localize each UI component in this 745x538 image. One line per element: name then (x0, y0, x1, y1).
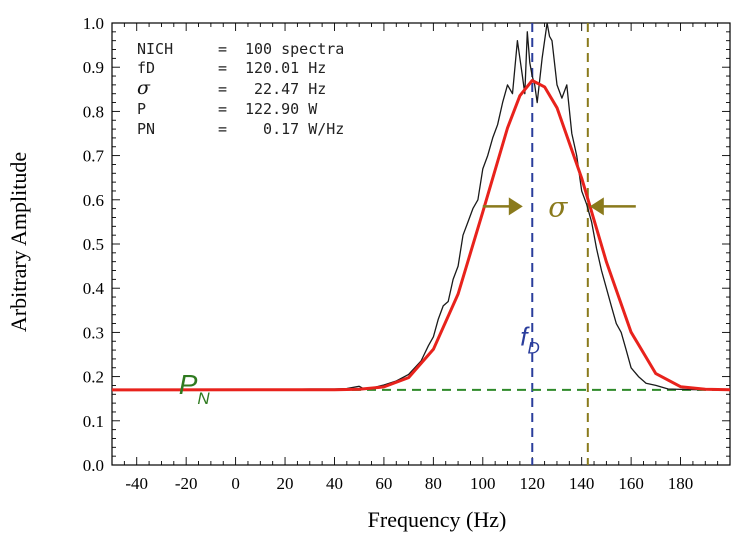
x-axis-title: Frequency (Hz) (368, 507, 507, 532)
x-tick-label: 0 (231, 474, 240, 493)
x-tick-label: 140 (569, 474, 595, 493)
info-separator: = (218, 100, 227, 118)
info-key: P (137, 100, 146, 118)
info-value: 22.47 Hz (245, 80, 326, 98)
info-separator: = (218, 80, 227, 98)
info-value: 120.01 Hz (245, 59, 326, 77)
sigma-label: σ (548, 190, 568, 223)
y-tick-label: 0.8 (83, 102, 104, 121)
info-key: NICH (137, 40, 173, 58)
pn-label: PN (179, 369, 211, 408)
info-separator: = (218, 59, 227, 77)
sigma-arrow-right-head (589, 197, 604, 216)
gaussian-fit-line (111, 79, 731, 392)
y-tick-label: 0.2 (83, 368, 104, 387)
info-value: 122.90 W (245, 100, 318, 118)
x-tick-labels: -40 -20 0 20 40 60 80 100 120 140 160 180 (125, 474, 693, 493)
y-tick-label: 0.1 (83, 412, 104, 431)
sigma-arrow-left-head (508, 197, 523, 216)
info-key: PN (137, 120, 155, 138)
fd-label: fD (520, 322, 540, 358)
reference-lines (112, 23, 730, 465)
y-tick-label: 0.7 (83, 147, 105, 166)
measured-spectrum-line (112, 22, 730, 391)
x-tick-label: 20 (277, 474, 294, 493)
x-tick-label: -20 (175, 474, 198, 493)
x-tick-label: 100 (470, 474, 496, 493)
info-separator: = (218, 120, 227, 138)
y-tick-label: 0.5 (83, 235, 104, 254)
x-tick-label: -40 (125, 474, 148, 493)
y-tick-label: 0.4 (83, 279, 105, 298)
x-tick-label: 80 (425, 474, 442, 493)
y-tick-label: 0.9 (83, 58, 104, 77)
info-box: NICH = 100 spectra fD = 120.01 Hz σ = 22.47 Hz P… (137, 40, 344, 138)
y-tick-label: 1.0 (83, 14, 104, 33)
y-tick-labels: 0.0 0.1 0.2 0.3 0.4 0.5 0.6 0.7 0.8 0.9 1.0 (83, 14, 105, 475)
x-tick-label: 120 (519, 474, 545, 493)
y-tick-label: 0.6 (83, 191, 104, 210)
info-value: 0.17 W/Hz (245, 120, 344, 138)
y-axis-title: Arbitrary Amplitude (6, 152, 31, 332)
info-separator: = (218, 40, 227, 58)
info-key: σ (137, 77, 151, 99)
x-tick-label: 180 (668, 474, 694, 493)
minor-ticks (111, 22, 731, 466)
x-tick-label: 40 (326, 474, 343, 493)
series-lines (111, 22, 731, 392)
x-tick-label: 160 (618, 474, 644, 493)
y-tick-label: 0.3 (83, 323, 104, 342)
x-tick-label: 60 (375, 474, 392, 493)
info-value: 100 spectra (245, 40, 344, 58)
y-tick-label: 0.0 (83, 456, 104, 475)
info-key: fD (137, 59, 155, 77)
